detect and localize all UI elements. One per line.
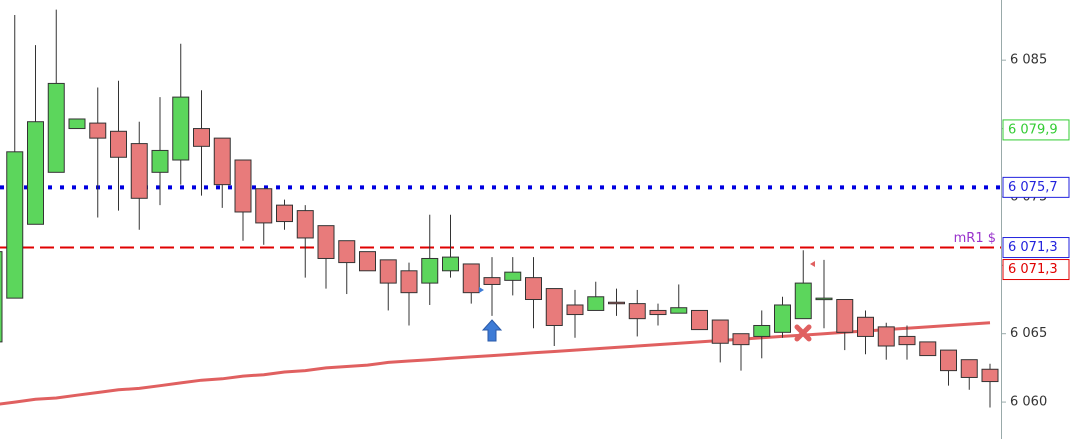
candle-body <box>732 333 750 346</box>
y-tick-label: 6 085 <box>1010 53 1047 68</box>
candle-body <box>234 159 252 213</box>
candle-body <box>483 277 501 285</box>
small-arrow <box>479 287 484 293</box>
candle-body <box>794 282 812 320</box>
candle-body <box>255 188 273 224</box>
candle-body <box>442 256 459 272</box>
small-arrow <box>810 261 815 267</box>
candle-body <box>628 303 646 320</box>
candle-body <box>877 326 895 347</box>
candle-body <box>898 335 916 346</box>
candle-body <box>359 251 376 272</box>
candle-body <box>130 143 148 199</box>
candle-body <box>47 82 65 173</box>
candle-body <box>6 151 24 299</box>
candle-body <box>504 271 522 281</box>
candle-body <box>649 309 667 316</box>
y-tick-label: 6 060 <box>1010 395 1047 410</box>
candle-body <box>919 341 937 357</box>
candle-body <box>462 263 480 294</box>
candle-body <box>836 299 854 333</box>
candle-body <box>960 359 978 378</box>
candle-body <box>379 259 397 284</box>
candle-body <box>857 316 874 337</box>
candle-body <box>338 240 356 264</box>
price-tag <box>1002 176 1070 198</box>
y-tick-label: 6 065 <box>1010 326 1047 341</box>
candle-body <box>525 277 542 301</box>
candle-body <box>400 270 418 294</box>
price-tag <box>1002 259 1070 281</box>
price-tag-label: 6 075,7 <box>1008 180 1058 195</box>
candle-body <box>566 304 584 316</box>
price-tag <box>1002 237 1070 259</box>
candle-body <box>172 96 190 161</box>
buy-arrow <box>481 319 503 342</box>
price-tag-label: 6 071,3 <box>1008 240 1058 255</box>
candle-body <box>317 225 335 259</box>
candle-body <box>213 137 231 186</box>
candle-body <box>774 304 791 333</box>
candle-body <box>151 149 169 173</box>
candle-body <box>68 118 86 130</box>
plot-area: mR1 $ <box>0 9 1001 408</box>
candle-body <box>753 324 771 337</box>
candle-body <box>940 349 957 372</box>
candle-body <box>711 319 729 344</box>
sell-cross <box>794 324 812 342</box>
price-tag-label: 6 079,9 <box>1008 122 1058 137</box>
candle-body <box>296 210 314 239</box>
candle-body <box>545 288 563 326</box>
candle-body <box>981 368 999 383</box>
candle-body <box>691 309 708 331</box>
candle-body <box>276 204 293 223</box>
level-label: mR1 $ <box>954 231 996 246</box>
candle-body <box>587 296 605 311</box>
candle-body <box>27 121 44 225</box>
candle-body <box>0 251 3 343</box>
candle-body <box>421 257 439 284</box>
candle-body <box>670 307 688 314</box>
candle-body <box>89 122 107 139</box>
price-tag-label: 6 071,3 <box>1008 262 1058 277</box>
price-tag <box>1002 119 1070 141</box>
candle-body <box>193 128 210 147</box>
candle-body <box>608 301 625 305</box>
moving-average <box>0 321 991 406</box>
candle-body <box>110 130 127 158</box>
candle-body <box>815 297 833 301</box>
